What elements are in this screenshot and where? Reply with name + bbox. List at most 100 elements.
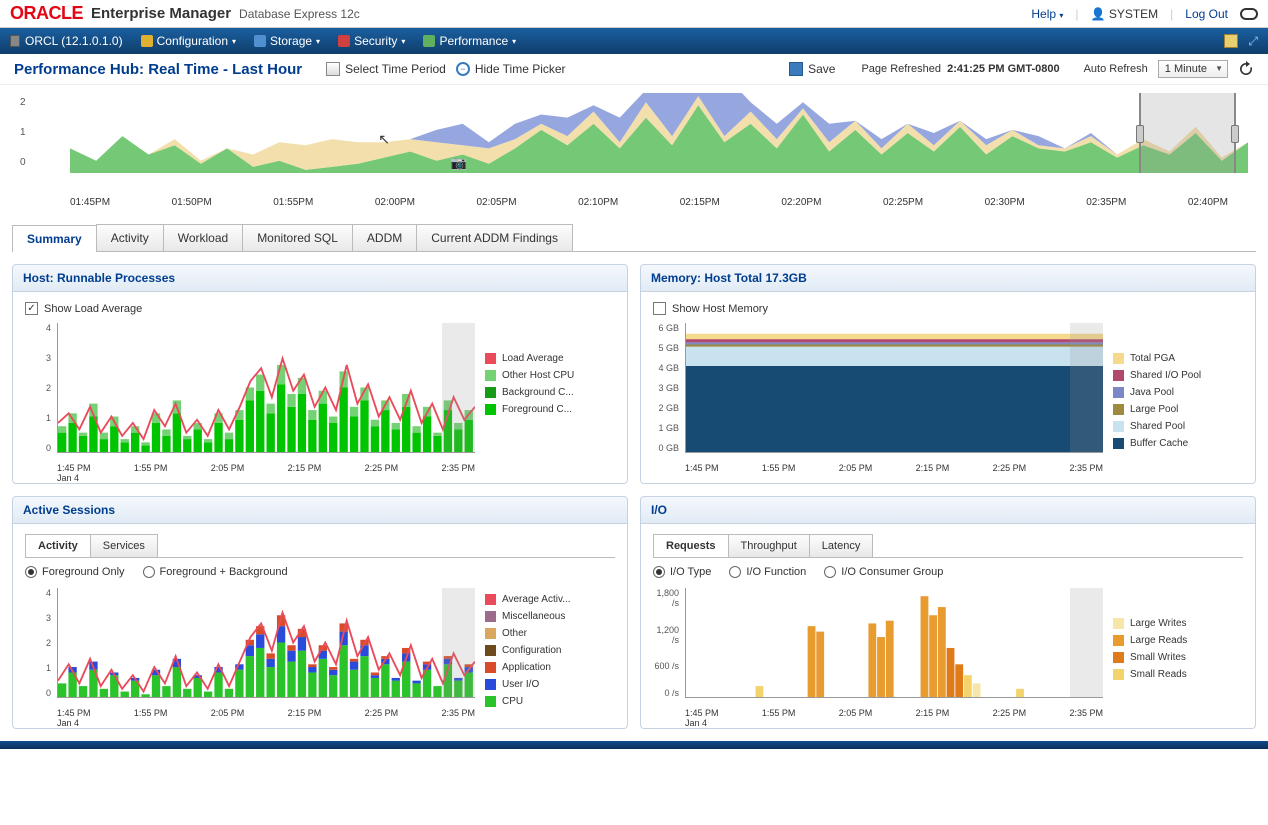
sessions-x-sublabel: Jan 4 [57,718,79,728]
radio-i-o-consumer-group[interactable]: I/O Consumer Group [824,566,943,578]
logout-icon[interactable] [1240,8,1258,20]
show-load-average-checkbox[interactable]: ✓ [25,302,38,315]
tab-activity[interactable]: Activity [96,224,164,251]
show-load-average-label: Show Load Average [44,303,142,315]
oracle-logo: ORACLE [10,3,83,24]
inner-tab-requests[interactable]: Requests [653,534,729,557]
legend-item: Java Pool [1113,387,1243,398]
legend-item: User I/O [485,679,615,690]
sessions-legend: Average Activ... Miscellaneous Other Config… [485,588,615,718]
main-tabs: SummaryActivityWorkloadMonitored SQLADDM… [12,224,1256,252]
toolbar: Performance Hub: Real Time - Last Hour S… [0,54,1268,85]
memory-panel-title: Memory: Host Total 17.3GB [641,265,1255,292]
tab-workload[interactable]: Workload [163,224,243,251]
host-x-sublabel: Jan 4 [57,473,79,483]
auto-refresh-label: Auto Refresh [1084,63,1148,75]
slider-handle-right[interactable] [1231,125,1239,143]
menu-performance[interactable]: Performance▾ [423,34,516,48]
cursor-icon: ↖ [378,131,390,148]
save-button[interactable]: Save [789,62,835,76]
legend-item: Other Host CPU [485,370,615,381]
database-icon [10,35,20,47]
legend-item: CPU [485,696,615,707]
legend-item: Large Reads [1113,635,1243,646]
legend-item: Other [485,628,615,639]
legend-item: Total PGA [1113,353,1243,364]
sessions-inner-tabs: ActivityServices [25,534,615,558]
footer-bar [0,741,1268,749]
user-indicator[interactable]: 👤 SYSTEM [1091,7,1159,21]
inner-tab-services[interactable]: Services [90,534,158,557]
page-title: Performance Hub: Real Time - Last Hour [14,61,302,78]
memory-panel: Memory: Host Total 17.3GB Show Host Memo… [640,264,1256,484]
radio-i-o-type[interactable]: I/O Type [653,566,711,578]
host-panel: Host: Runnable Processes ✓ Show Load Ave… [12,264,628,484]
radio-foreground-background[interactable]: Foreground + Background [143,566,288,578]
hide-time-picker-button[interactable]: − Hide Time Picker [456,62,566,76]
legend-item: Background C... [485,387,615,398]
host-legend: Load AverageOther Host CPUBackground C..… [485,323,615,473]
collapse-icon: − [456,62,470,76]
expand-icon[interactable]: ⤢ [1248,34,1258,49]
menu-storage[interactable]: Storage▾ [254,34,320,48]
db-selector[interactable]: ORCL (12.1.0.1.0) [10,34,123,48]
sessions-panel-title: Active Sessions [13,497,627,524]
topbar: ORACLE Enterprise Manager Database Expre… [0,0,1268,28]
menu-security[interactable]: Security▾ [338,34,405,48]
inner-tab-latency[interactable]: Latency [809,534,874,557]
radio-i-o-function[interactable]: I/O Function [729,566,806,578]
inner-tab-throughput[interactable]: Throughput [728,534,810,557]
calendar-icon [326,62,340,76]
show-host-memory-checkbox[interactable] [653,302,666,315]
refresh-interval-select[interactable]: 1 Minute [1158,60,1228,78]
io-panel: I/O RequestsThroughputLatency I/O Type I/… [640,496,1256,729]
help-link[interactable]: Help ▾ [1031,7,1063,21]
legend-item: Buffer Cache [1113,438,1243,449]
legend-item: Miscellaneous [485,611,615,622]
legend-item: Small Writes [1113,652,1243,663]
memory-legend: Total PGA Shared I/O Pool Java Pool Large P… [1113,323,1243,473]
brand-text: Enterprise Manager [91,5,231,22]
legend-item: Shared Pool [1113,421,1243,432]
legend-item: Shared I/O Pool [1113,370,1243,381]
io-x-sublabel: Jan 4 [685,718,707,728]
logout-link[interactable]: Log Out [1185,7,1228,21]
menu-configuration[interactable]: Configuration▾ [141,34,236,48]
page-refreshed-label: Page Refreshed 2:41:25 PM GMT-0800 [861,63,1059,75]
menubar: ORCL (12.1.0.1.0) Configuration▾ Storage▾… [0,28,1268,54]
legend-item: Small Reads [1113,669,1243,680]
tab-current-addm-findings[interactable]: Current ADDM Findings [416,224,573,251]
tab-summary[interactable]: Summary [12,225,97,252]
slider-handle-left[interactable] [1136,125,1144,143]
save-icon [789,62,803,76]
io-inner-tabs: RequestsThroughputLatency [653,534,1243,558]
host-chart: 43210 1:45 PM1:55 PM2:05 PM2:15 PM2:25 P… [25,323,475,473]
show-host-memory-label: Show Host Memory [672,303,768,315]
tab-monitored-sql[interactable]: Monitored SQL [242,224,353,251]
memory-chart: 6 GB5 GB4 GB3 GB2 GB1 GB0 GB 1:45 PM1:55… [653,323,1103,473]
sessions-chart: 43210 1:45 PM1:55 PM2:05 PM2:15 PM2:25 P… [25,588,475,718]
host-panel-title: Host: Runnable Processes [13,265,627,292]
time-range-slider[interactable] [1139,93,1236,173]
legend-item: Foreground C... [485,404,615,415]
tab-addm[interactable]: ADDM [352,224,417,251]
io-chart: 1,800 /s1,200 /s600 /s0 /s 1:45 PM1:55 P… [653,588,1103,718]
panels-grid: Host: Runnable Processes ✓ Show Load Ave… [0,252,1268,741]
legend-item: Large Writes [1113,618,1243,629]
radio-foreground-only[interactable]: Foreground Only [25,566,125,578]
legend-item: Average Activ... [485,594,615,605]
page-icon[interactable] [1224,34,1238,48]
io-legend: Large Writes Large Reads Small Writes Small… [1113,588,1243,718]
refresh-icon[interactable] [1238,61,1254,77]
divider: | [1075,7,1078,21]
legend-item: Application [485,662,615,673]
sessions-panel: Active Sessions ActivityServices Foregro… [12,496,628,729]
legend-item: Configuration [485,645,615,656]
brand-sub: Database Express 12c [239,7,360,21]
io-panel-title: I/O [641,497,1255,524]
timeline-picker[interactable]: ↖ 📷 210 01:45PM01:50PM01:55PM02:00PM02:0… [0,85,1268,216]
divider: | [1170,7,1173,21]
inner-tab-activity[interactable]: Activity [25,534,91,557]
select-time-button[interactable]: Select Time Period [326,62,446,76]
legend-item: Large Pool [1113,404,1243,415]
